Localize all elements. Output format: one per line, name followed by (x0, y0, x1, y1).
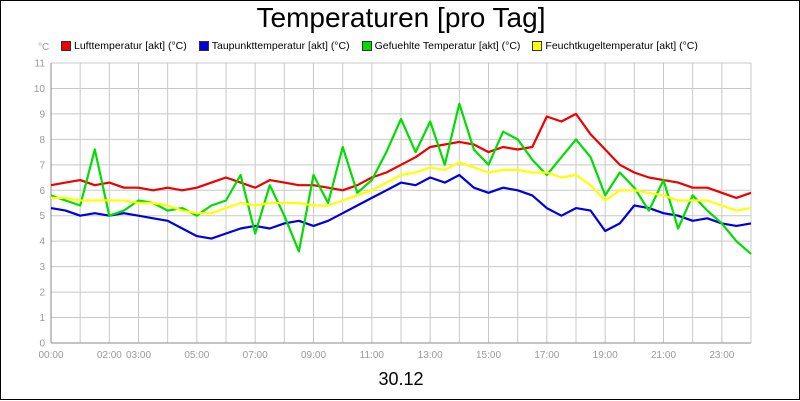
y-tick-label: 4 (39, 237, 45, 248)
y-tick-label: 11 (35, 59, 46, 70)
y-tick-label: 1 (39, 313, 45, 324)
legend-item: Taupunkttemperatur [akt] (°C) (198, 40, 350, 52)
x-tick-label: 21:00 (651, 350, 676, 361)
legend-label: Taupunkttemperatur [akt] (°C) (211, 40, 350, 52)
x-tick-label: 00:00 (38, 350, 63, 361)
y-tick-label: 9 (39, 109, 45, 120)
legend-swatch (532, 41, 543, 51)
y-axis-unit: °C (38, 42, 50, 53)
y-tick-label: 5 (39, 211, 45, 222)
y-tick-label: 2 (39, 288, 45, 299)
series-line-1 (50, 112, 752, 199)
legend: Lufttemperatur [akt] (°C) Taupunkttemper… (61, 39, 710, 53)
chart-title: Temperaturen [pro Tag] (256, 2, 546, 33)
x-tick-label: 23:00 (709, 350, 734, 361)
legend-swatch (361, 41, 372, 51)
y-tick-label: 6 (39, 186, 45, 197)
x-tick-label: 03:00 (126, 350, 151, 361)
y-tick-label: 0 (39, 339, 45, 350)
legend-item: Gefuehlte Temperatur [akt] (°C) (361, 40, 521, 52)
legend-label: Gefuehlte Temperatur [akt] (°C) (374, 40, 521, 52)
x-tick-label: 15:00 (476, 350, 501, 361)
x-tick-label: 13:00 (418, 350, 443, 361)
x-axis-date-label: 30.12 (378, 369, 424, 389)
series-line-2 (50, 173, 752, 240)
x-tick-label: 02:00 (97, 350, 122, 361)
y-tick-label: 8 (39, 135, 45, 146)
x-tick-label: 05:00 (184, 350, 209, 361)
legend-label: Feuchtkugeltemperatur [akt] (°C) (545, 40, 698, 52)
legend-item: Feuchtkugeltemperatur [akt] (°C) (532, 40, 698, 52)
series-line-4 (51, 161, 752, 215)
legend-label: Lufttemperatur [akt] (°C) (74, 40, 187, 52)
legend-swatch (198, 41, 209, 51)
x-tick-label: 17:00 (534, 350, 559, 361)
x-tick-label: 19:00 (593, 350, 618, 361)
y-tick-label: 7 (39, 160, 45, 171)
legend-swatch (61, 41, 71, 51)
legend-item: Lufttemperatur [akt] (°C) (61, 40, 187, 52)
y-tick-label: 10 (34, 84, 46, 95)
series-line-3 (50, 102, 752, 255)
y-tick-label: 3 (39, 262, 45, 273)
x-tick-label: 09:00 (301, 350, 326, 361)
x-tick-label: 11:00 (360, 350, 385, 361)
x-tick-label: 07:00 (243, 350, 268, 361)
